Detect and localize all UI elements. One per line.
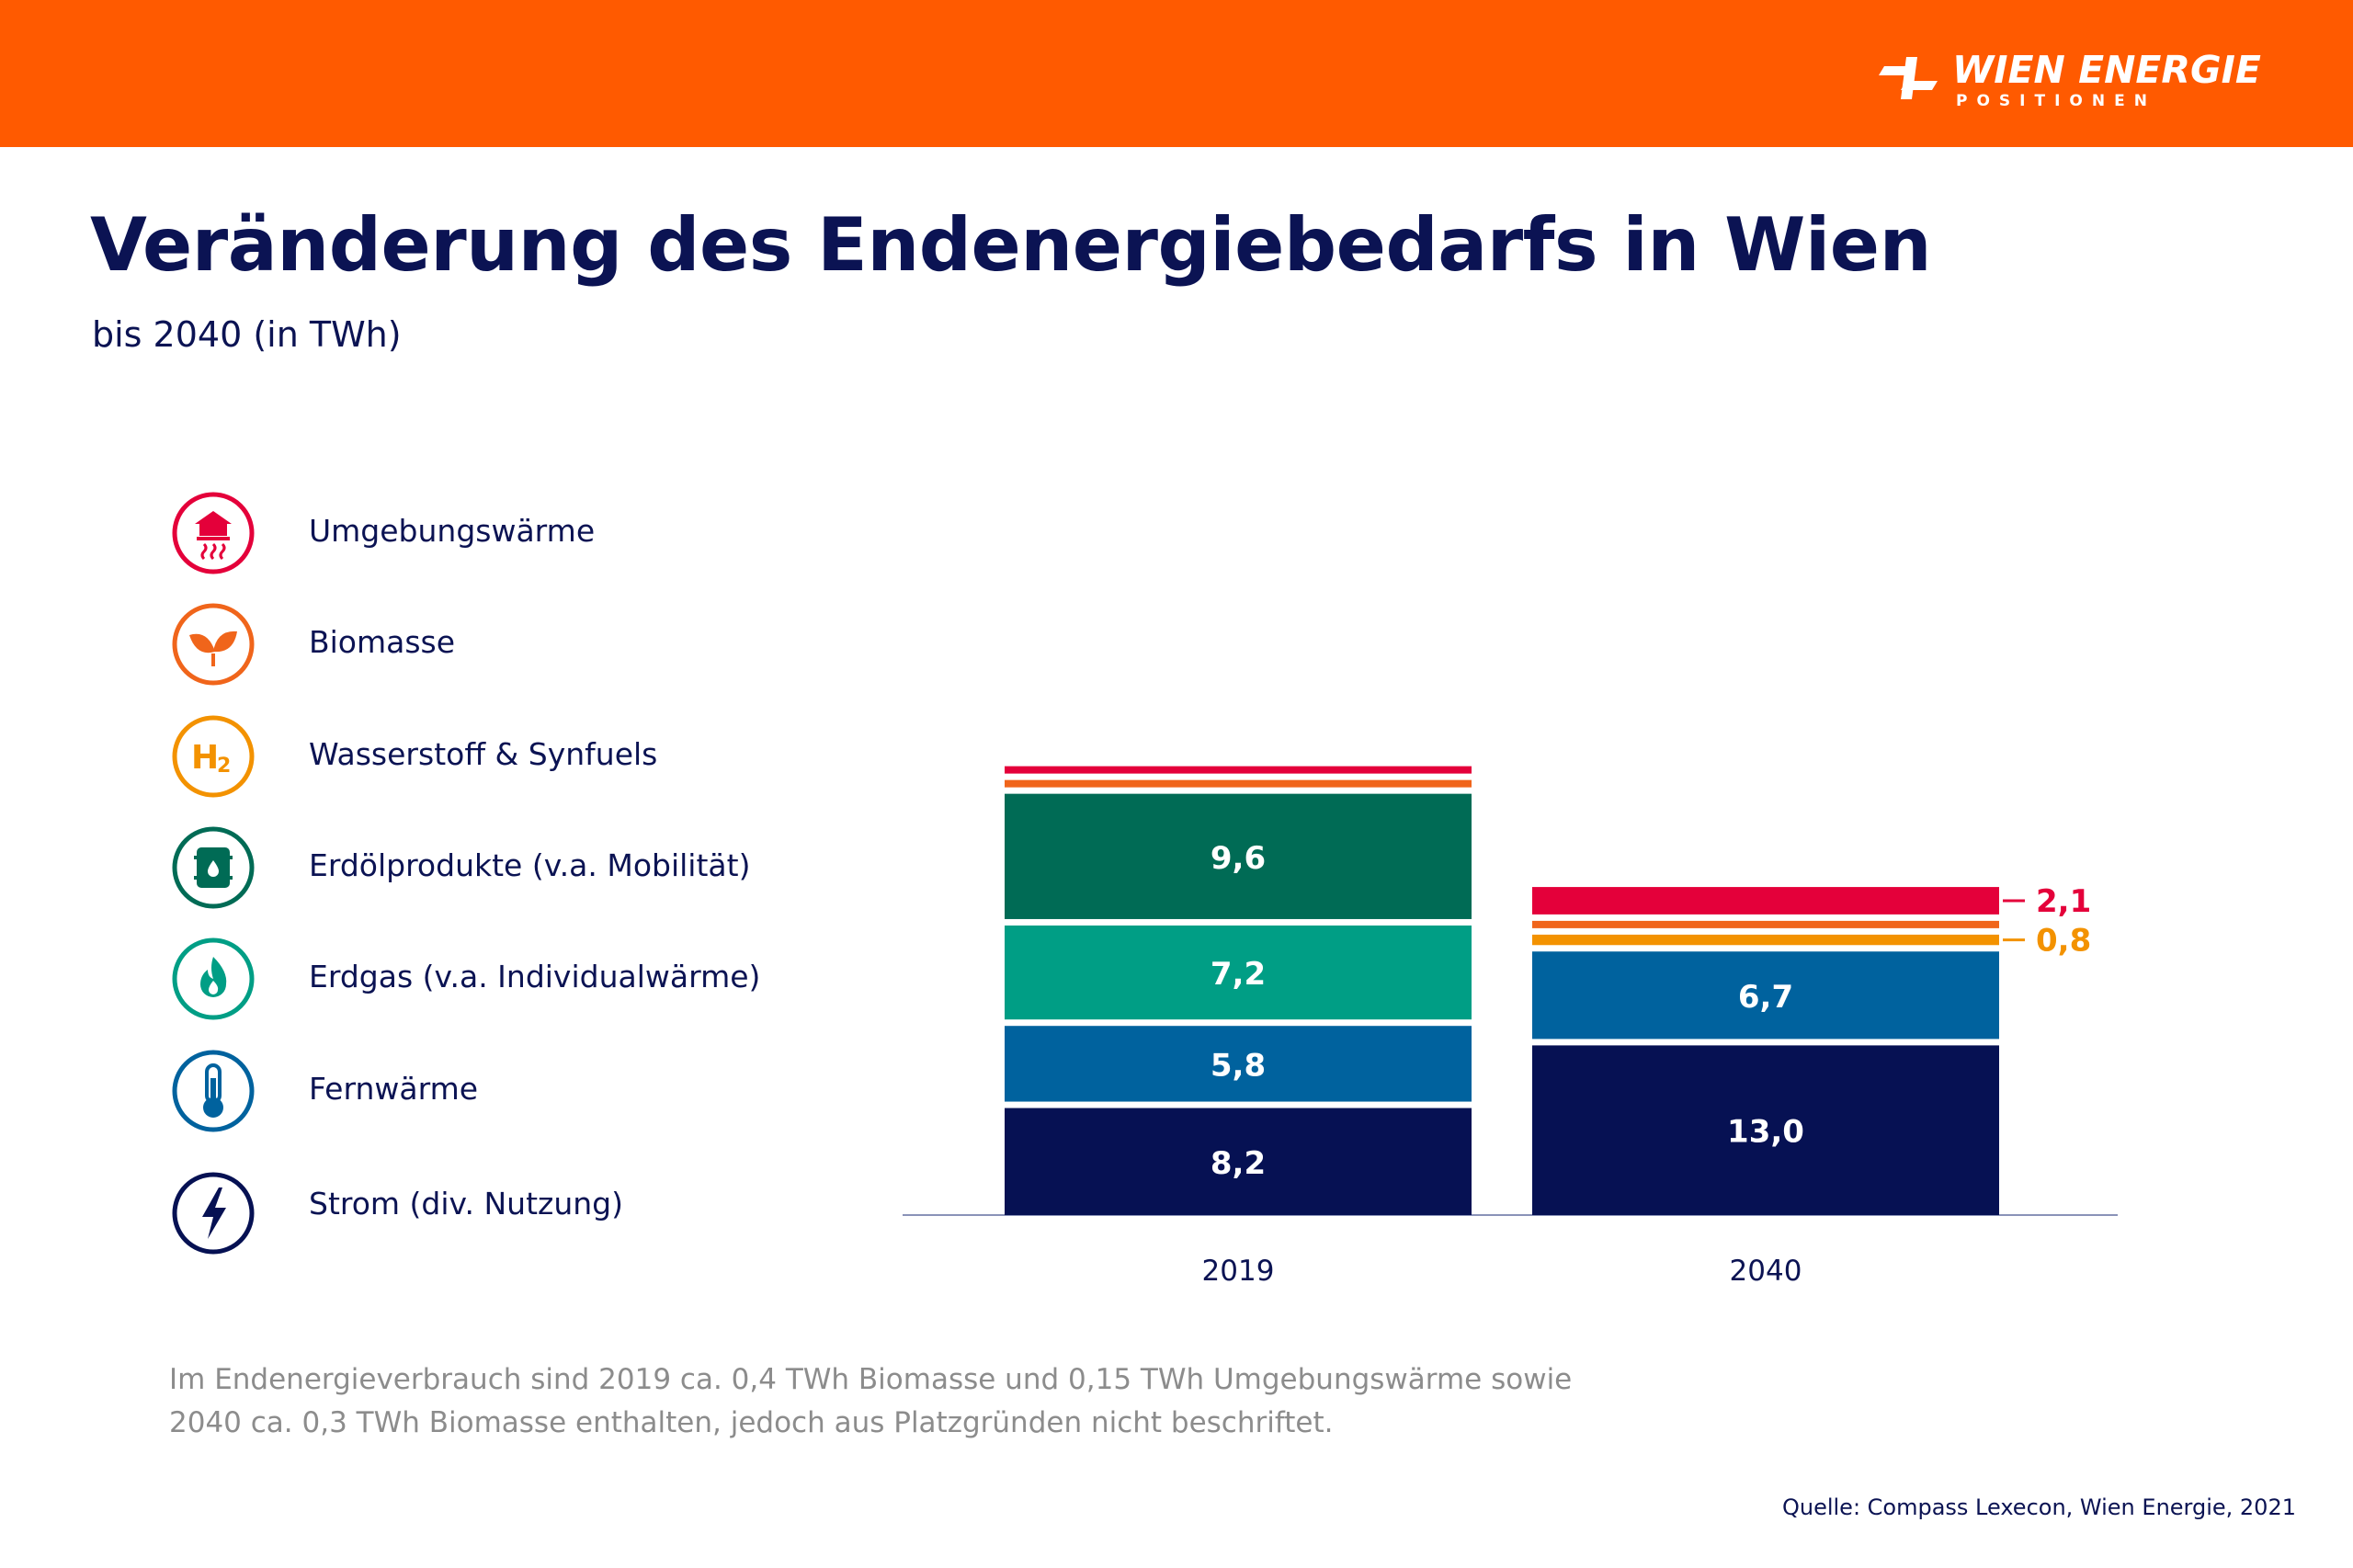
data-label: 6,7 [1738, 979, 1793, 1016]
bar-segment-2019-1 [1005, 1026, 1472, 1102]
page-subtitle: bis 2040 (in TWh) [92, 314, 402, 355]
bar-segment-2040-6 [1532, 887, 1999, 915]
legend-label: Erdölprodukte (v.a. Mobilität) [309, 847, 751, 883]
data-label: 13,0 [1727, 1114, 1804, 1151]
data-label: 5,8 [1211, 1047, 1266, 1084]
wien-energie-logo: WIEN ENERGIE POSITIONEN [1879, 48, 2265, 117]
svg-text:H: H [191, 739, 219, 777]
bar-segment-2040-5 [1532, 920, 1999, 928]
data-label: 7,2 [1211, 956, 1266, 993]
data-label: 8,2 [1211, 1145, 1266, 1182]
bar-segment-2019-0 [1005, 1108, 1472, 1215]
bar-segment-2019-3 [1005, 793, 1472, 919]
leaves-icon [172, 603, 255, 686]
flame-icon [172, 937, 255, 1020]
bar-segment-2019-5 [1005, 779, 1472, 788]
bar-segment-2040-0 [1532, 1045, 1999, 1215]
svg-text:2: 2 [217, 755, 231, 778]
source-note: Quelle: Compass Lexecon, Wien Energie, 2… [1781, 1494, 2296, 1520]
legend-label: Wasserstoff & Synfuels [309, 736, 658, 772]
legend-label: Erdgas (v.a. Individualwärme) [309, 959, 761, 994]
data-label: 0,8 [2036, 923, 2091, 960]
page-title: Veränderung des Endenergiebedarfs in Wie… [90, 202, 1932, 288]
legend-label: Umgebungswärme [309, 513, 596, 549]
house-heat-icon [172, 492, 255, 574]
legend-item-strom: Strom (div. Nutzung) [171, 1171, 925, 1259]
bar-segment-2040-4 [1532, 934, 1999, 946]
stacked-bar-chart: 8,2 5,8 7,2 9,6 2019 13,0 6,7 0,82,1 2040 [903, 766, 2118, 1288]
logo-sub-text: POSITIONEN [1956, 92, 2156, 110]
bar-segment-2040-1 [1532, 951, 1999, 1040]
legend-label: Biomasse [309, 624, 456, 660]
legend-item-erdoel: Erdölprodukte (v.a. Mobilität) [171, 825, 925, 914]
oil-barrel-icon [172, 826, 255, 909]
logo-mark-icon [1879, 57, 1938, 99]
logo-brand-text: WIEN ENERGIE [1952, 48, 2261, 92]
legend-label: Strom (div. Nutzung) [309, 1186, 624, 1221]
data-label: 9,6 [1211, 840, 1266, 877]
footnote: Im Endenergieverbrauch sind 2019 ca. 0,4… [169, 1363, 1573, 1439]
bar-segment-2019-6 [1005, 766, 1472, 774]
legend-item-biomasse: Biomasse [171, 602, 925, 690]
legend-item-wasserstoff: H 2 Wasserstoff & Synfuels [171, 714, 925, 802]
x-tick-label: 2040 [1730, 1255, 1802, 1288]
lightning-icon [172, 1172, 255, 1255]
header-bar: WIEN ENERGIE POSITIONEN [0, 0, 2353, 147]
legend-item-umgebungswaerme: Umgebungswärme [171, 491, 925, 579]
thermometer-icon [172, 1050, 255, 1132]
legend-item-fernwaerme: Fernwärme [171, 1049, 925, 1137]
bar-segment-2019-2 [1005, 925, 1472, 1020]
x-tick-label: 2019 [1202, 1255, 1275, 1288]
legend-label: Fernwärme [309, 1071, 479, 1107]
legend-item-erdgas: Erdgas (v.a. Individualwärme) [171, 937, 925, 1025]
data-label: 2,1 [2036, 883, 2091, 920]
h2-icon: H 2 [172, 715, 255, 798]
